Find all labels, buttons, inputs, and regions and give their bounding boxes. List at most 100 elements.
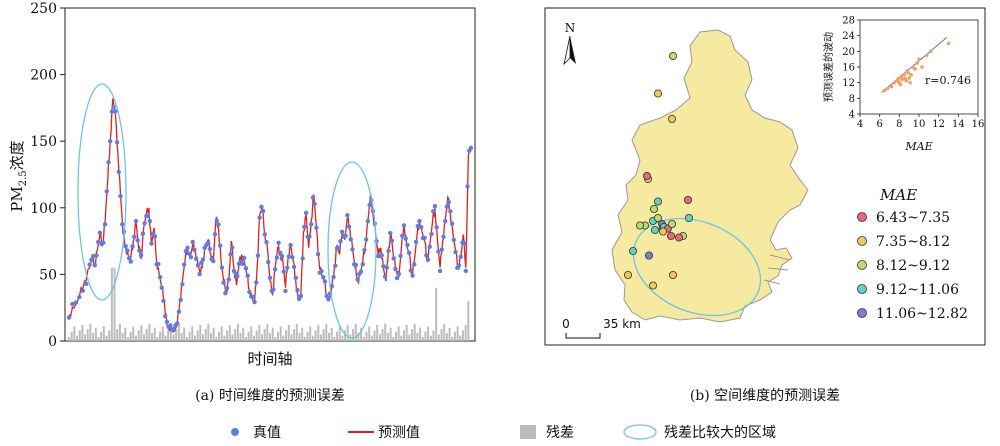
- true-value-dot: [216, 222, 221, 227]
- true-value-dot: [286, 254, 292, 259]
- true-value-dot: [412, 262, 417, 267]
- mae-legend: 6.43~7.35 7.35~8.12 8.12~9.12 9.12~11.06 11.…: [857, 210, 968, 322]
- residual-bar: [199, 325, 202, 341]
- residual-bar: [92, 333, 95, 341]
- true-value-dot: [362, 247, 367, 253]
- residual-bar: [202, 334, 204, 341]
- residual-bar: [336, 331, 338, 341]
- true-value-dot: [66, 315, 72, 320]
- true-value-dot: [456, 263, 462, 268]
- true-value-dot: [336, 245, 341, 251]
- residual-bar: [403, 330, 405, 341]
- inset-point: [902, 73, 907, 77]
- residual-bar: [97, 337, 100, 341]
- true-value-dot: [417, 218, 422, 224]
- true-value-dot: [255, 253, 261, 258]
- inset-x-tick: 8: [896, 119, 902, 130]
- true-value-dot: [324, 293, 329, 299]
- residual-bar: [459, 335, 462, 341]
- residual-bar: [427, 326, 430, 341]
- true-value-dot: [245, 273, 250, 278]
- residual-bar: [317, 325, 320, 341]
- residual-bar: [159, 331, 162, 341]
- residual-bar: [143, 334, 146, 341]
- true-value-dot: [319, 269, 324, 274]
- residual-bar: [223, 335, 226, 341]
- residual-bar: [260, 334, 263, 341]
- true-value-dot: [443, 218, 448, 224]
- true-value-dot: [176, 309, 182, 314]
- inset-point: [882, 88, 887, 93]
- true-value-dot: [211, 258, 216, 264]
- true-value-dot: [444, 204, 450, 209]
- inset-x-tick: 10: [913, 119, 926, 130]
- inset-y-tick: 24: [842, 31, 855, 42]
- true-value-dot: [405, 242, 410, 248]
- true-value-dot: [463, 268, 469, 274]
- true-value-dot: [217, 243, 223, 248]
- true-value-dot: [138, 253, 144, 258]
- true-value-dot: [113, 109, 118, 114]
- residual-bar: [239, 333, 242, 341]
- residual-bar: [354, 323, 357, 341]
- true-value-dot: [257, 215, 262, 220]
- true-value-dot: [247, 289, 252, 295]
- mae-legend-label: 9.12~11.06: [876, 282, 959, 298]
- legend-ellipse-icon: [623, 424, 657, 440]
- inset-point: [929, 49, 933, 54]
- true-value-dot: [291, 264, 297, 270]
- inset-x-tick: 4: [857, 119, 863, 130]
- mae-legend-swatch: [857, 260, 867, 270]
- residual-bar: [397, 326, 400, 341]
- true-value-dot: [185, 245, 190, 250]
- residual-bar: [242, 327, 245, 341]
- residual-bar: [247, 331, 250, 341]
- residual-bar: [429, 335, 432, 341]
- residual-bar: [210, 333, 213, 341]
- inset-y-tick: 16: [842, 63, 855, 74]
- true-value-dot: [431, 209, 436, 214]
- true-value-dot: [448, 209, 453, 214]
- inset-point: [906, 71, 910, 75]
- true-value-dot: [303, 210, 309, 216]
- true-value-dot: [283, 288, 288, 294]
- residual-bar: [169, 325, 172, 341]
- true-value-dot: [271, 287, 276, 292]
- true-value-dot: [307, 234, 312, 239]
- true-value-dot: [415, 223, 420, 229]
- residual-bar: [279, 326, 282, 341]
- residual-bar: [116, 329, 119, 341]
- true-value-dot: [235, 274, 240, 279]
- true-value-dot: [197, 271, 202, 277]
- true-value-dot: [276, 240, 281, 245]
- true-value-dot: [272, 267, 278, 272]
- residual-bar: [126, 337, 129, 341]
- true-value-dot: [259, 204, 264, 210]
- residual-bar: [81, 325, 84, 341]
- true-value-dot: [97, 230, 103, 236]
- mae-legend-swatch: [857, 308, 867, 318]
- residual-bar: [330, 327, 333, 341]
- residual-bar: [386, 333, 389, 341]
- true-value-dot: [123, 243, 128, 249]
- residual-bar: [467, 301, 470, 341]
- y-tick-label: 250: [30, 1, 57, 17]
- inset-y-tick: 28: [842, 16, 855, 27]
- true-value-dot: [413, 239, 419, 245]
- residual-bar: [419, 327, 422, 341]
- station-dot: [629, 246, 638, 255]
- true-value-dot: [432, 204, 438, 209]
- true-value-dot: [149, 241, 154, 246]
- residual-bar: [378, 334, 381, 341]
- inset-y-tick: 4: [849, 110, 855, 121]
- residual-bar: [373, 330, 376, 341]
- true-value-dot: [118, 193, 123, 199]
- station-dot: [685, 213, 694, 222]
- tianjin-region-shape: [611, 29, 809, 323]
- residual-bar: [86, 329, 89, 341]
- true-value-dot: [398, 253, 403, 259]
- true-value-dot: [171, 327, 176, 333]
- true-value-dot: [389, 238, 395, 244]
- residual-bar: [287, 325, 290, 341]
